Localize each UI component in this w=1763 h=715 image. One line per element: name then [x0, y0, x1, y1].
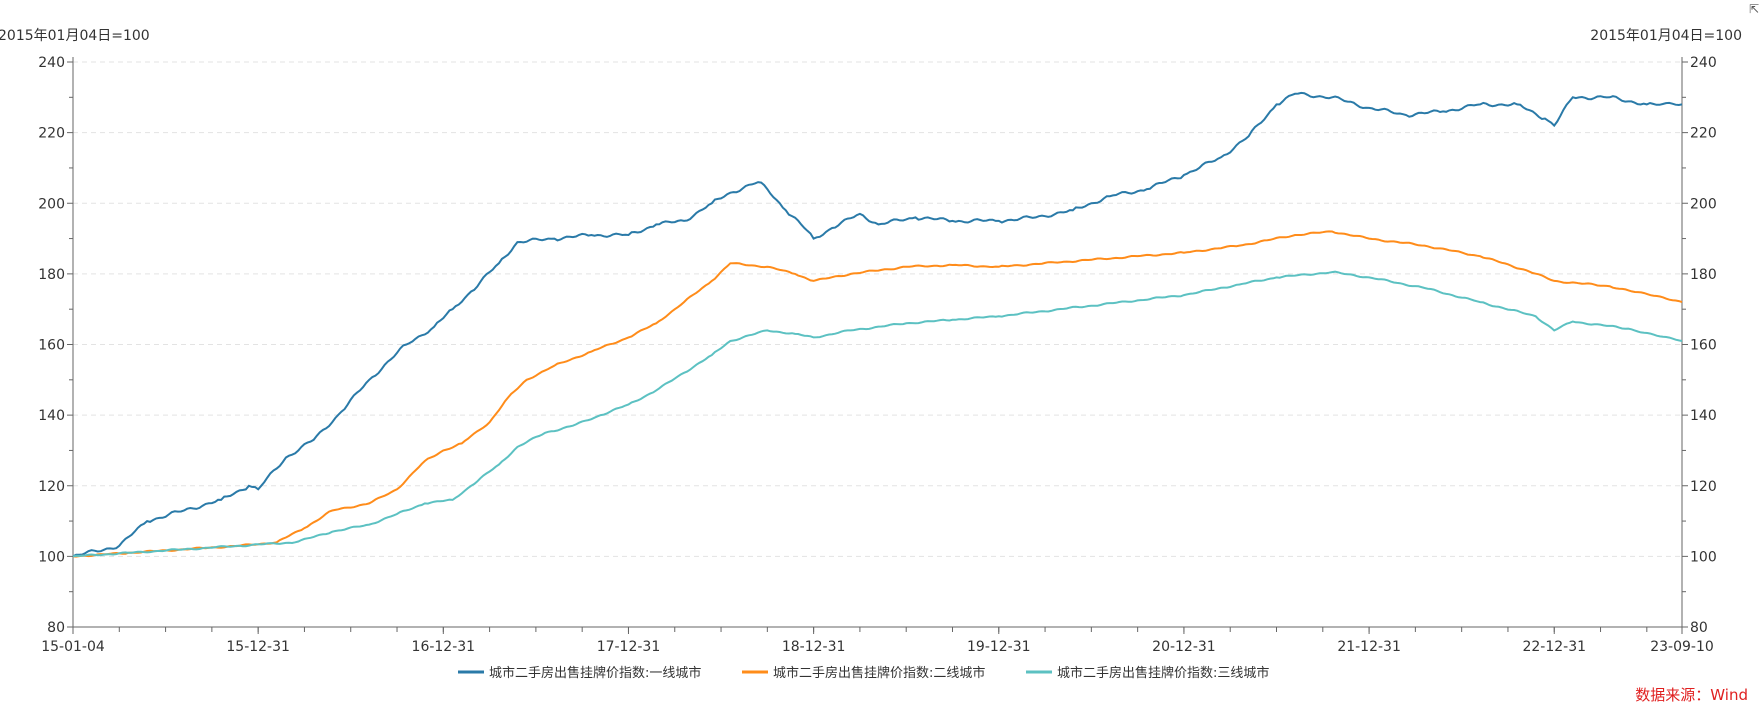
x-tick-label: 23-09-10	[1650, 639, 1714, 655]
x-tick-label: 15-01-04	[41, 639, 105, 655]
legend-label-3: 城市二手房出售挂牌价指数:三线城市	[1057, 665, 1269, 681]
x-tick-label: 16-12-31	[412, 639, 476, 655]
x-tick-label: 17-12-31	[597, 639, 661, 655]
y-tick-label-left: 100	[38, 549, 65, 565]
y-tick-label-right: 120	[1690, 479, 1717, 495]
series-line-1	[72, 91, 1683, 558]
y-tick-label-right: 140	[1690, 408, 1717, 424]
x-tick-label: 19-12-31	[967, 639, 1031, 655]
y-axis-title-right: 2015年01月04日=100	[1590, 28, 1742, 44]
y-tick-label-left: 80	[47, 620, 65, 636]
x-tick-label: 15-12-31	[226, 639, 290, 655]
y-tick-label-right: 200	[1690, 196, 1717, 212]
series-line-3	[72, 270, 1683, 558]
y-tick-label-left: 220	[38, 126, 65, 142]
y-tick-label-left: 180	[38, 267, 65, 283]
y-tick-label-left: 160	[38, 338, 65, 354]
series-line-2	[72, 230, 1683, 558]
y-axis-title-left: 2015年01月04日=100	[0, 28, 150, 44]
x-tick-label: 18-12-31	[782, 639, 846, 655]
x-tick-label: 21-12-31	[1337, 639, 1401, 655]
y-tick-label-right: 240	[1690, 55, 1717, 71]
legend-label-1: 城市二手房出售挂牌价指数:一线城市	[489, 665, 701, 681]
y-tick-label-left: 120	[38, 479, 65, 495]
x-tick-label: 22-12-31	[1522, 639, 1586, 655]
y-tick-label-left: 240	[38, 55, 65, 71]
y-tick-label-left: 140	[38, 408, 65, 424]
y-tick-label-right: 220	[1690, 126, 1717, 142]
y-tick-label-right: 160	[1690, 338, 1717, 354]
y-tick-label-left: 200	[38, 196, 65, 212]
legend-label-2: 城市二手房出售挂牌价指数:二线城市	[773, 665, 985, 681]
y-tick-label-right: 180	[1690, 267, 1717, 283]
y-tick-label-right: 100	[1690, 549, 1717, 565]
x-tick-label: 20-12-31	[1152, 639, 1216, 655]
export-icon[interactable]: ⇱	[1748, 2, 1759, 16]
y-tick-label-right: 80	[1690, 620, 1708, 636]
data-source: 数据来源：Wind	[1635, 686, 1748, 704]
